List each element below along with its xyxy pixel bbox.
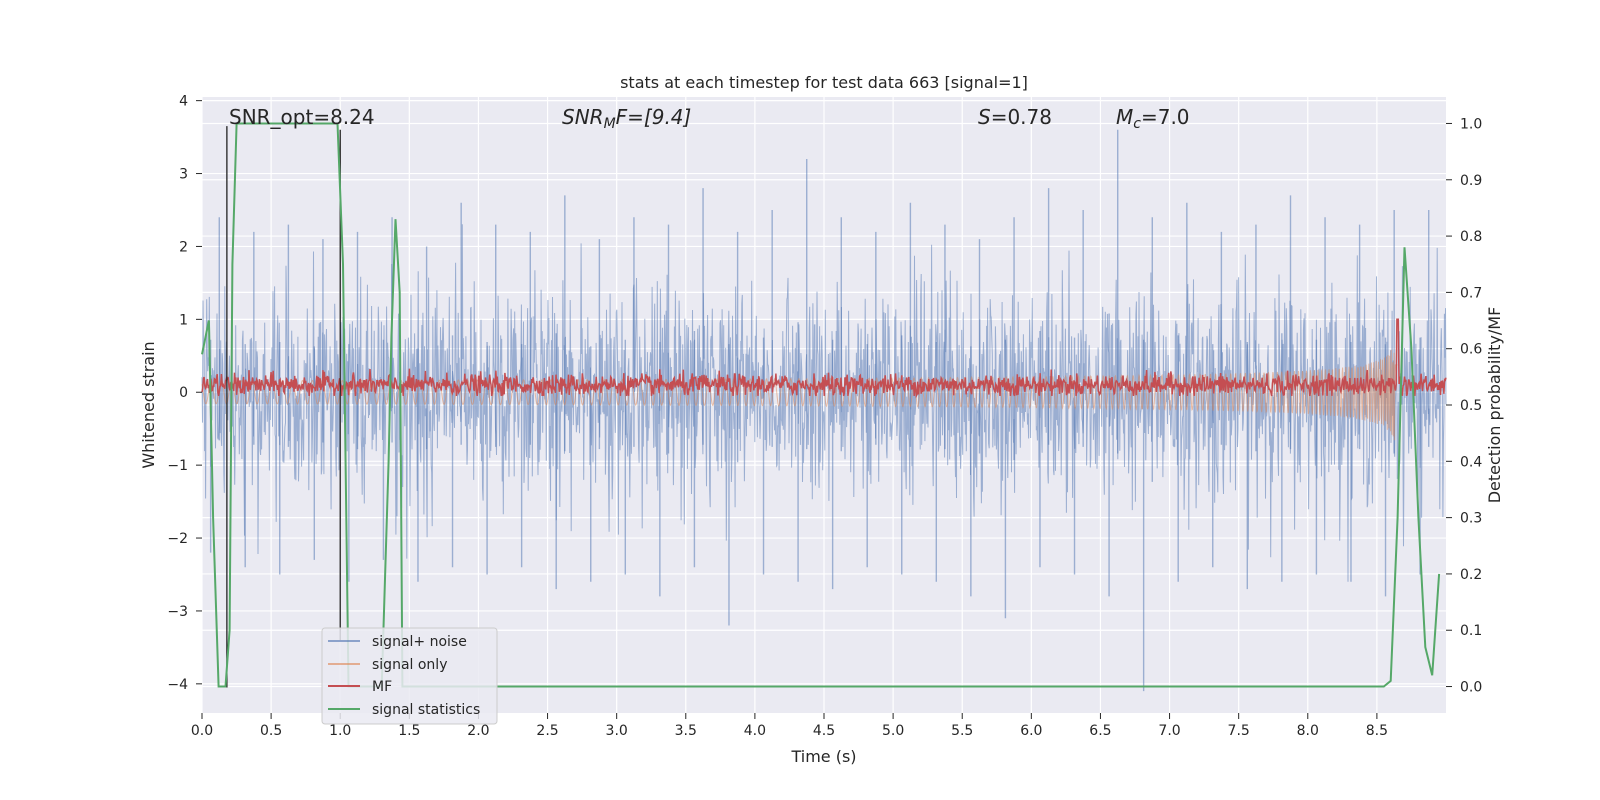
y-tick-label: −4	[167, 677, 188, 693]
x-tick-label: 8.5	[1366, 723, 1388, 739]
mc-symbol: M	[1116, 105, 1133, 129]
mc-value: =7.0	[1141, 105, 1190, 129]
chart-title: stats at each timestep for test data 663…	[620, 73, 1028, 92]
y-tick-label: 2	[179, 239, 188, 255]
annotation-snr-opt: SNR_opt=8.24	[229, 105, 375, 129]
x-tick-labels: 0.0 0.5 1.0 1.5 2.0 2.5 3.0 3.5 4.0 4.5 5.0 5.5 6.0 6…	[191, 713, 1388, 739]
legend-label-stats: signal statistics	[372, 702, 480, 718]
snr-mf-subscript: M	[604, 116, 616, 132]
x-tick-label: 6.0	[1020, 723, 1042, 739]
y-tick-label: −2	[167, 531, 188, 547]
y-right-tick-label: 0.7	[1460, 285, 1482, 301]
y-right-tick-label: 0.5	[1460, 398, 1482, 414]
mf-line	[201, 318, 1447, 399]
legend-box	[321, 627, 498, 725]
y-tick-labels: 4 3 2 1 0 −1 −2 −3 −4	[167, 94, 202, 693]
y-tick-label: −1	[167, 458, 188, 474]
y-right-tick-label: 0.0	[1460, 680, 1482, 696]
mf-series	[201, 318, 1447, 399]
annotation-s: S=0.78	[978, 105, 1052, 129]
legend-label-noise: signal+ noise	[372, 634, 467, 650]
x-tick-label: 1.5	[398, 723, 420, 739]
x-tick-label: 4.0	[744, 723, 766, 739]
annotation-snr-mf: SNRMF=[9.4]	[562, 105, 691, 132]
snr-mf-symbol: SNR	[562, 105, 604, 129]
y-right-tick-label: 0.1	[1460, 623, 1482, 639]
x-tick-label: 0.5	[260, 723, 282, 739]
x-tick-label: 3.0	[606, 723, 628, 739]
mc-subscript: c	[1133, 116, 1141, 132]
signal-statistics-line	[201, 122, 1441, 688]
y-right-tick-label: 0.2	[1460, 567, 1482, 583]
x-tick-label: 6.5	[1089, 723, 1111, 739]
legend-label-signal: signal only	[372, 657, 447, 673]
y-tick-label: 3	[179, 167, 188, 183]
s-symbol: S	[978, 105, 991, 129]
legend-label-mf: MF	[372, 679, 392, 695]
legend: signal+ noise signal only MF signal stat…	[321, 627, 498, 725]
annotation-mc: Mc=7.0	[1116, 105, 1190, 132]
y-tick-label: 4	[179, 94, 188, 110]
x-tick-label: 2.5	[536, 723, 558, 739]
x-tick-label: 5.5	[951, 723, 973, 739]
x-tick-label: 7.5	[1228, 723, 1250, 739]
x-tick-label: 0.0	[191, 723, 213, 739]
y-axis-label: Whitened strain	[139, 341, 158, 468]
y-right-tick-label: 1.0	[1460, 116, 1482, 132]
y-right-tick-label: 0.6	[1460, 342, 1482, 358]
x-tick-label: 4.5	[813, 723, 835, 739]
y-right-tick-label: 0.9	[1460, 173, 1482, 189]
y-right-axis-label: Detection probability/MF	[1485, 307, 1504, 504]
y-right-tick-label: 0.3	[1460, 511, 1482, 527]
snr-mf-value: F=[9.4]	[616, 105, 692, 129]
y-tick-label: 0	[179, 385, 188, 401]
y-tick-label: 1	[179, 312, 188, 328]
x-tick-label: 1.0	[329, 723, 351, 739]
signal-statistics-series	[201, 122, 1441, 688]
x-tick-label: 5.0	[882, 723, 904, 739]
x-axis-label: Time (s)	[790, 747, 856, 766]
y-right-tick-label: 0.4	[1460, 454, 1482, 470]
s-value: =0.78	[991, 105, 1052, 129]
x-tick-label: 8.0	[1297, 723, 1319, 739]
y-right-tick-labels: 1.0 0.9 0.8 0.7 0.6 0.5 0.4 0.3 0.2 0.1 0.0	[1446, 116, 1482, 696]
x-tick-label: 3.5	[675, 723, 697, 739]
x-tick-label: 2.0	[467, 723, 489, 739]
y-right-tick-label: 0.8	[1460, 229, 1482, 245]
x-tick-label: 7.0	[1158, 723, 1180, 739]
y-tick-label: −3	[167, 604, 188, 620]
